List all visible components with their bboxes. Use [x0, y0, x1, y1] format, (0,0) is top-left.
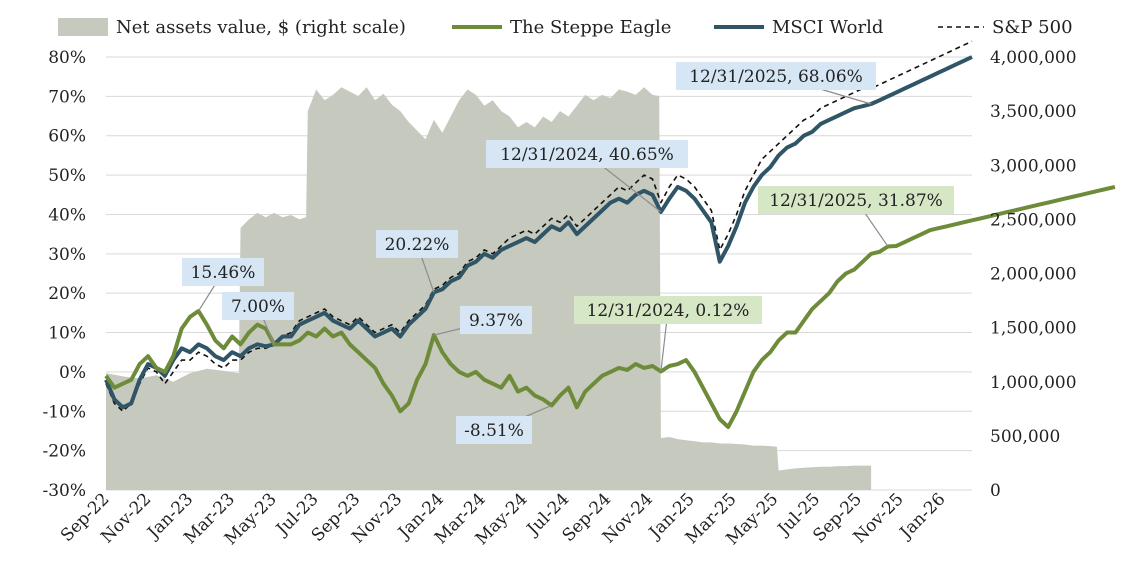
annotation-label: 12/31/2024, 40.65%: [500, 145, 674, 165]
annotation: 12/31/2025, 68.06%: [676, 62, 876, 105]
annotation-label: 9.37%: [469, 311, 523, 331]
right-tick-label: 0: [990, 481, 1001, 501]
legend-item-sp500: S&P 500: [938, 17, 1073, 38]
series-line-msci: [104, 55, 973, 410]
annotation-box: [182, 258, 264, 286]
annotation: 7.00%: [222, 292, 294, 345]
annotation-label: 7.00%: [231, 297, 285, 317]
net-assets-area-layer: [106, 87, 872, 490]
legend-label-steppe: The Steppe Eagle: [510, 17, 671, 38]
left-tick-label: -20%: [42, 442, 86, 462]
legend-label-area: Net assets value, $ (right scale): [116, 17, 406, 38]
right-tick-label: 3,000,000: [990, 156, 1077, 176]
left-tick-label: 80%: [48, 48, 86, 68]
right-tick-label: 3,500,000: [990, 102, 1077, 122]
annotation-box: [486, 140, 688, 168]
series-line-steppe: [104, 184, 1116, 430]
left-tick-label: 10%: [48, 324, 86, 344]
right-tick-label: 4,000,000: [990, 48, 1077, 68]
net-assets-area: [106, 87, 872, 490]
annotation-label: 12/31/2025, 68.06%: [689, 67, 863, 87]
series-line-sp500: [105, 40, 973, 413]
left-tick-label: -10%: [42, 402, 86, 422]
left-tick-label: 30%: [48, 245, 86, 265]
annotation: 12/31/2025, 31.87%: [758, 186, 954, 247]
legend-label-sp500: S&P 500: [992, 17, 1073, 38]
annotation: 12/31/2024, 0.12%: [574, 296, 762, 372]
annotation-box: [376, 230, 458, 258]
annotation-box: [460, 306, 532, 334]
chart-legend: Net assets value, $ (right scale) The Ste…: [58, 17, 1073, 38]
left-tick-label: 40%: [48, 205, 86, 225]
left-tick-label: -30%: [42, 481, 86, 501]
annotation-label: 15.46%: [191, 263, 256, 283]
legend-item-msci: MSCI World: [714, 17, 883, 38]
annotation-label: 12/31/2024, 0.12%: [587, 301, 750, 321]
annotation-box: [456, 416, 532, 444]
plot-area: 15.46% 7.00% 20.22% 9.37% -8.51% 12/31/2024, …: [104, 40, 1116, 491]
left-tick-label: 60%: [48, 127, 86, 147]
x-tick-label: Jan-26: [895, 489, 950, 544]
right-tick-label: 2,000,000: [990, 265, 1077, 285]
right-tick-label: 2,500,000: [990, 210, 1077, 230]
annotation: 9.37%: [433, 306, 532, 336]
left-tick-label: 0%: [59, 363, 86, 383]
annotation-box: [222, 292, 294, 320]
annotation: 20.22%: [376, 230, 458, 293]
x-axis: Sep-22Nov-22Jan-23Mar-23May-23Jul-23Sep-…: [57, 489, 950, 549]
annotation-box: [758, 186, 954, 214]
legend-item-area: Net assets value, $ (right scale): [58, 17, 406, 38]
annotation: -8.51%: [456, 404, 552, 444]
annotations: 15.46% 7.00% 20.22% 9.37% -8.51% 12/31/2024, …: [182, 62, 954, 444]
annotation-box: [574, 296, 762, 324]
legend-item-steppe: The Steppe Eagle: [452, 17, 671, 38]
right-tick-label: 1,000,000: [990, 373, 1077, 393]
annotation-box: [676, 62, 876, 90]
legend-label-msci: MSCI World: [772, 17, 883, 38]
annotation: 12/31/2024, 40.65%: [486, 140, 688, 213]
left-tick-label: 50%: [48, 166, 86, 186]
right-tick-label: 500,000: [990, 427, 1060, 447]
annotation-label: 20.22%: [385, 235, 450, 255]
left-tick-label: 20%: [48, 284, 86, 304]
right-tick-label: 1,500,000: [990, 319, 1077, 339]
series-lines: [104, 40, 1116, 430]
left-tick-label: 70%: [48, 87, 86, 107]
annotation-label: -8.51%: [464, 421, 524, 441]
annotation: 15.46%: [182, 258, 264, 312]
annotation-label: 12/31/2025, 31.87%: [769, 191, 943, 211]
legend-swatch-area: [58, 18, 108, 36]
left-y-axis: -30% -20% -10% 0% 10% 20% 30% 40% 50% 60% 70% 80%: [42, 48, 86, 501]
right-y-axis: 0 500,000 1,000,000 1,500,000 2,000,000 2,500…: [990, 48, 1077, 501]
